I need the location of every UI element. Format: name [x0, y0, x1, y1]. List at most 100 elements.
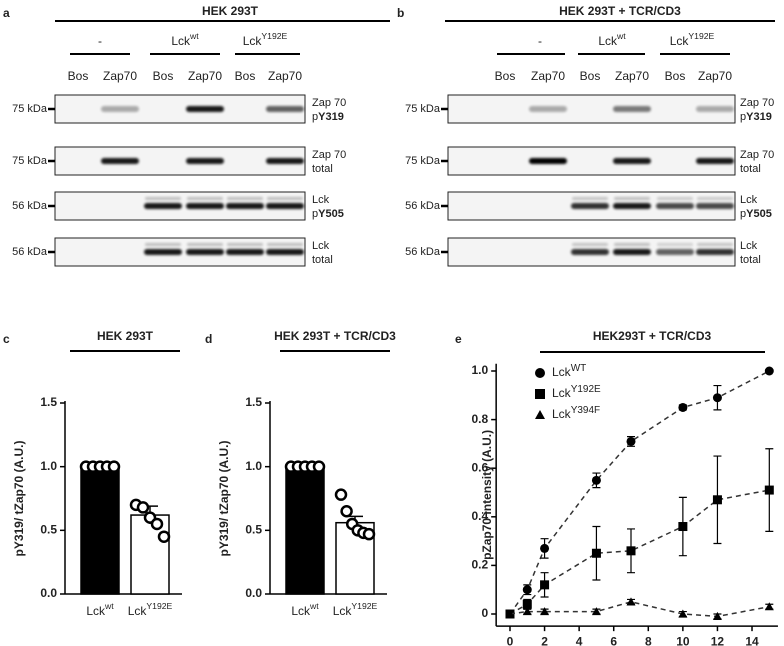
row-label-part: Y319: [746, 111, 772, 123]
row-label-part: p: [740, 208, 746, 220]
band: [613, 249, 651, 255]
kda-label: 75 kDa: [405, 155, 441, 167]
data-point: [340, 504, 353, 518]
band-upper: [657, 243, 693, 246]
legend-marker: [535, 389, 545, 399]
marker: [678, 402, 688, 412]
lane-label: Bos: [235, 69, 256, 83]
band: [613, 203, 651, 209]
panel-letter: c: [3, 332, 10, 346]
group-label: -: [98, 34, 102, 48]
band-upper: [187, 197, 223, 200]
x-tick-label: 0: [507, 634, 514, 646]
marker: [626, 597, 636, 606]
lane-label: Zap70: [531, 69, 565, 83]
marker: [591, 607, 601, 616]
band-upper: [227, 197, 263, 200]
lane-label: Zap70: [103, 69, 137, 83]
y-tick-label: 0.2: [471, 558, 488, 572]
marker: [764, 602, 774, 611]
y-tick-label: 1.0: [245, 459, 262, 473]
row-label: total: [312, 163, 333, 175]
group-label-sup: wt: [189, 31, 199, 41]
band: [696, 203, 734, 209]
band: [656, 203, 694, 209]
marker: [540, 580, 550, 590]
x-tick-label-sup: Y192E: [146, 601, 172, 611]
marker: [522, 607, 532, 616]
group-label-main: -: [538, 34, 542, 48]
band-upper: [145, 243, 181, 246]
x-tick-label-sup: Y192E: [351, 601, 377, 611]
y-tick-label: 1.5: [245, 395, 262, 409]
group-label-sup: Y192E: [261, 31, 287, 41]
band-upper: [227, 243, 263, 246]
band: [226, 203, 264, 209]
x-tick-label: 14: [745, 634, 759, 646]
group-label-main: Lck: [670, 34, 690, 48]
x-tick-label: LckY192E: [333, 601, 378, 618]
marker: [505, 609, 515, 618]
row-label: pY505: [740, 208, 772, 220]
y-tick-label: 0.4: [471, 509, 488, 523]
panel-letter: a: [3, 6, 10, 20]
kda-label: 56 kDa: [12, 246, 48, 258]
band-upper: [145, 197, 181, 200]
row-label: total: [740, 163, 761, 175]
row-label: pY319: [312, 111, 344, 123]
row-label: Lck: [740, 194, 758, 206]
row-label-part: p: [740, 111, 746, 123]
y-axis-label: pZap70 intensity (A.U.): [480, 430, 494, 560]
bar: [130, 514, 170, 595]
x-tick-label: 6: [610, 634, 617, 646]
row-label: Lck: [740, 240, 758, 252]
panel-letter: b: [397, 6, 404, 20]
fit-line: [509, 601, 770, 618]
marker: [712, 393, 722, 403]
row-label: total: [740, 254, 761, 266]
marker: [540, 607, 550, 616]
band-upper: [614, 243, 650, 246]
x-tick-label-main: Lck: [86, 604, 106, 618]
lane-label: Bos: [580, 69, 601, 83]
y-tick-label: 0.0: [245, 586, 262, 600]
row-label-part: p: [312, 208, 318, 220]
group-label-sup: Y192E: [688, 31, 714, 41]
band-upper: [657, 197, 693, 200]
legend-sup: Y192E: [571, 384, 601, 395]
band: [613, 158, 651, 164]
data-point: [362, 527, 376, 541]
x-tick-label: 12: [711, 634, 725, 646]
lane-label: Zap70: [268, 69, 302, 83]
band: [101, 106, 139, 112]
legend-marker: [535, 368, 545, 378]
blot-title: HEK 293T: [202, 4, 259, 18]
y-tick-label: 1.0: [40, 459, 57, 473]
group-label: Lckwt: [171, 31, 199, 48]
band-upper: [697, 243, 733, 246]
marker: [522, 599, 532, 609]
group-label: Lckwt: [598, 31, 626, 48]
data-point: [312, 460, 326, 473]
marker: [626, 436, 636, 446]
band-upper: [614, 197, 650, 200]
y-tick-label: 0: [481, 606, 488, 620]
row-label: pY319: [740, 111, 772, 123]
band: [101, 158, 139, 164]
marker: [712, 495, 722, 505]
row-label-part: total: [312, 254, 333, 266]
band: [226, 249, 264, 255]
lane-label: Bos: [665, 69, 686, 83]
band: [266, 158, 304, 164]
data-point: [334, 488, 348, 501]
group-label-main: -: [98, 34, 102, 48]
y-axis-label: pY319/ tZap70 (A.U.): [217, 440, 231, 556]
x-tick-label-sup: wt: [309, 601, 319, 611]
row-label: Zap 70: [740, 97, 774, 109]
y-tick-label: 0.5: [40, 523, 57, 537]
row-label-part: total: [740, 254, 761, 266]
lane-label: Zap70: [698, 69, 732, 83]
band: [529, 106, 567, 112]
blot-frame: [447, 146, 736, 176]
row-label: Lck: [312, 194, 330, 206]
